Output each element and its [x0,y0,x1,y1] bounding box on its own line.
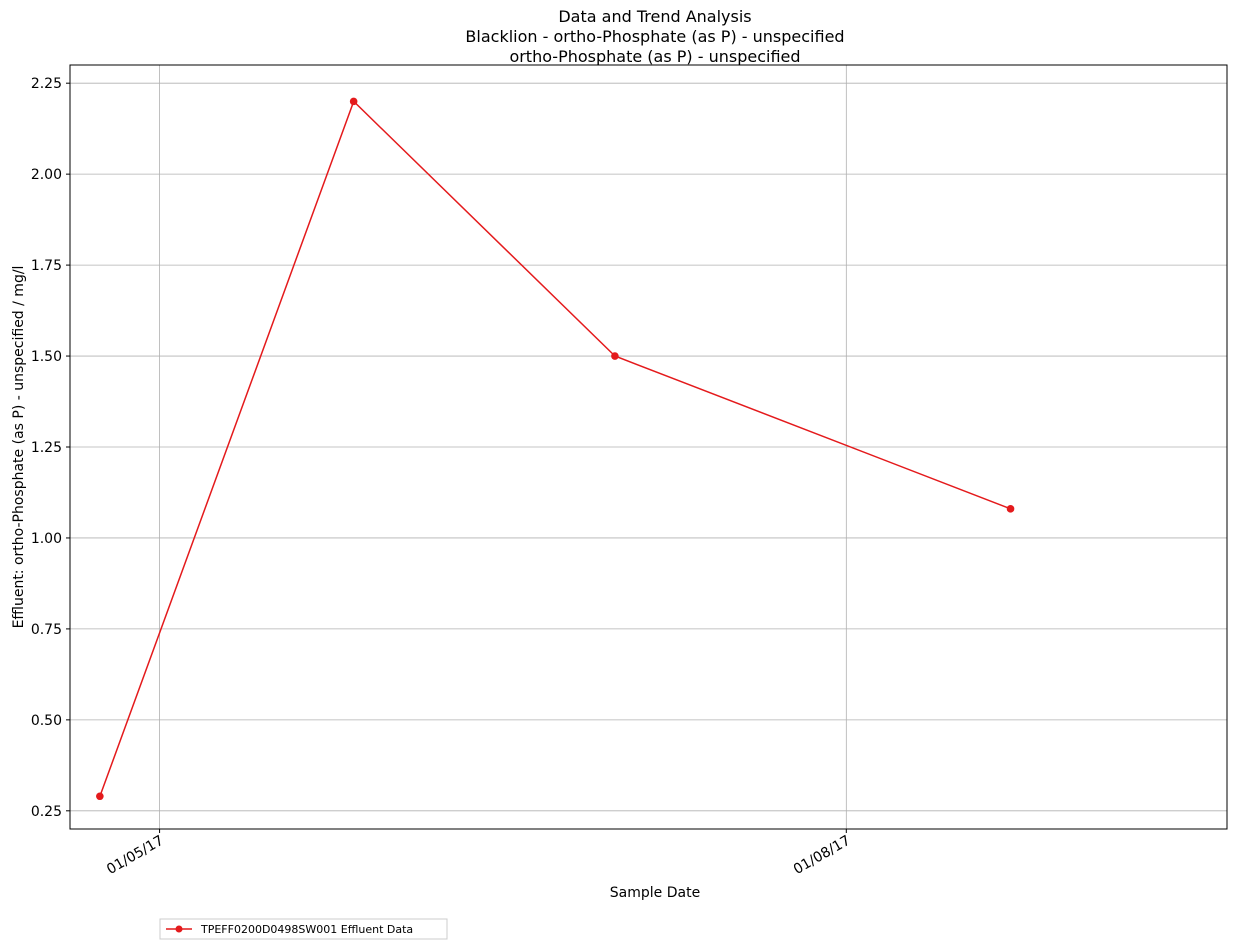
data-point [611,352,619,360]
x-axis-label: Sample Date [610,885,700,901]
data-point [96,792,104,801]
x-tick-label: 01/05/17 [104,833,166,878]
y-tick-label: 1.25 [31,440,62,456]
plot-frame [69,64,1228,830]
data-point [349,97,358,106]
y-tick-label: 1.00 [31,531,62,547]
y-axis-label: Effluent: ortho-Phosphate (as P) - unspe… [11,266,27,629]
legend-label: TPEFF0200D0498SW001 Effluent Data [200,923,413,936]
chart-subtitle-2: ortho-Phosphate (as P) - unspecified [509,47,800,66]
y-tick-label: 1.50 [31,349,62,365]
data-point [1006,505,1015,513]
legend-marker-swatch [175,925,183,933]
chart-title: Data and Trend Analysis [558,7,751,26]
legend-box [159,918,448,940]
y-tick-label: 2.25 [31,76,62,92]
x-axis: 01/05/17 01/08/17 [104,829,853,878]
chart-subtitle-1: Blacklion - ortho-Phosphate (as P) - uns… [465,27,844,46]
y-tick-label: 2.00 [31,167,62,183]
y-tick-label: 0.25 [31,804,62,820]
y-axis: 0.25 0.50 0.75 1.00 1.25 1.50 1.75 2.00 2.25 [31,76,70,820]
series-layer [96,97,1015,801]
y-tick-label: 0.75 [31,622,62,638]
legend: TPEFF0200D0498SW001 Effluent Data [159,918,448,940]
grid-layer [70,65,1227,829]
x-tick-label: 01/08/17 [791,833,853,878]
y-tick-label: 0.50 [31,713,62,729]
series-line [99,100,1011,797]
y-tick-label: 1.75 [31,258,62,274]
